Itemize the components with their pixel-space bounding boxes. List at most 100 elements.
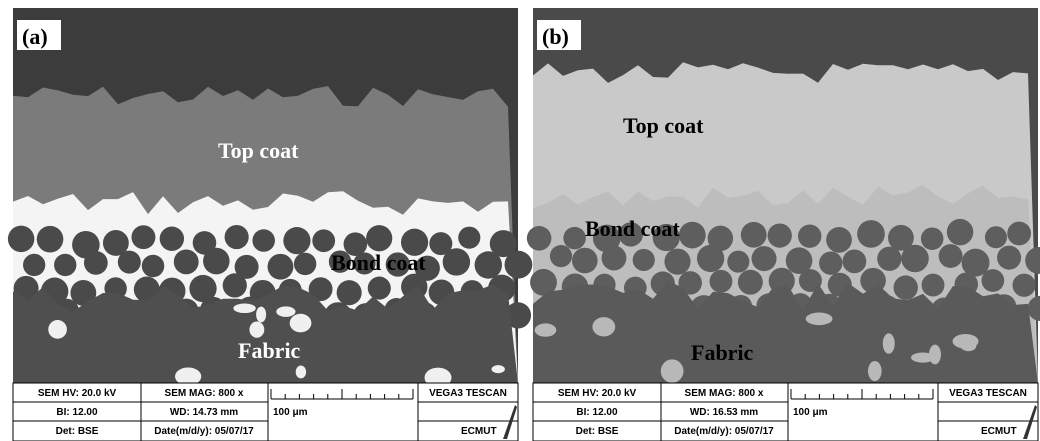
scale-label: 100 μm xyxy=(793,407,828,418)
fiber xyxy=(738,270,763,295)
fiber xyxy=(37,226,64,253)
fiber xyxy=(458,227,480,249)
fiber xyxy=(550,245,572,267)
bond-patch xyxy=(911,352,935,362)
fiber xyxy=(947,219,973,245)
panel-label: (a) xyxy=(22,24,48,49)
fiber xyxy=(505,251,533,279)
sem-panel: (a) Top coat Bond coat Fabric SEM HV: 20.0 k… xyxy=(8,8,532,441)
region-label: Fabric xyxy=(238,338,301,363)
fiber xyxy=(843,250,867,274)
bond-patch xyxy=(806,312,833,325)
info-text: SEM HV: 20.0 kV xyxy=(558,388,637,399)
fiber xyxy=(819,251,842,274)
bond-patch xyxy=(48,320,67,339)
region-label: Top coat xyxy=(623,113,704,138)
bond-patch xyxy=(492,365,505,373)
fiber xyxy=(527,226,552,251)
info-bar: SEM HV: 20.0 kV SEM MAG: 800 x VEGA3 TESCA… xyxy=(533,383,1038,441)
info-text: VEGA3 TESCAN xyxy=(949,388,1027,399)
fiber xyxy=(8,226,34,252)
bond-patch xyxy=(290,314,312,333)
fiber xyxy=(131,225,155,249)
info-text: Date(m/d/y): 05/07/17 xyxy=(154,426,254,437)
fiber xyxy=(857,220,885,248)
bond-patch xyxy=(535,323,557,336)
fiber xyxy=(572,248,598,274)
fiber xyxy=(768,223,792,247)
fiber xyxy=(894,275,918,299)
fiber xyxy=(752,246,777,271)
fiber xyxy=(826,227,852,253)
bond-patch xyxy=(256,307,266,323)
fiber xyxy=(727,251,749,273)
fiber xyxy=(84,251,108,275)
lab-text: ECMUT xyxy=(981,426,1017,437)
scale-label: 100 μm xyxy=(273,407,308,418)
fiber xyxy=(225,225,249,249)
bond-patch xyxy=(883,333,895,353)
bond-patch xyxy=(868,361,882,381)
fiber xyxy=(922,274,945,297)
info-text: Det: BSE xyxy=(56,426,99,437)
fiber xyxy=(1013,274,1036,297)
info-text: WD: 16.53 mm xyxy=(690,407,758,418)
fiber xyxy=(664,249,690,275)
fiber xyxy=(23,254,45,276)
bond-patch xyxy=(249,321,264,337)
info-text: SEM MAG: 800 x xyxy=(685,388,764,399)
fiber xyxy=(312,229,335,252)
fiber xyxy=(142,255,165,278)
bond-patch xyxy=(592,317,615,336)
info-text: Date(m/d/y): 05/07/17 xyxy=(674,426,774,437)
fiber xyxy=(118,251,141,274)
bond-patch xyxy=(661,359,684,382)
bond-patch xyxy=(276,306,295,317)
fiber xyxy=(54,254,76,276)
fiber xyxy=(223,273,247,297)
info-text: SEM MAG: 800 x xyxy=(165,388,244,399)
info-text: VEGA3 TESCAN xyxy=(429,388,507,399)
fiber xyxy=(602,246,627,271)
fiber xyxy=(679,222,706,249)
fiber xyxy=(366,225,392,251)
fiber xyxy=(939,244,963,268)
fiber xyxy=(160,227,184,251)
fiber xyxy=(174,249,199,274)
fiber xyxy=(921,227,944,250)
region-label: Top coat xyxy=(218,138,299,163)
fiber xyxy=(294,253,316,275)
fiber xyxy=(901,245,929,273)
fiber xyxy=(203,248,230,275)
region-label: Bond coat xyxy=(331,250,426,275)
figure: (a) Top coat Bond coat Fabric SEM HV: 20.0 k… xyxy=(0,0,1040,441)
fiber xyxy=(709,270,732,293)
fiber xyxy=(368,277,391,300)
fiber xyxy=(563,227,586,250)
fiber xyxy=(741,222,767,248)
fiber xyxy=(633,249,655,271)
region-label: Fabric xyxy=(691,340,754,365)
panel-label: (b) xyxy=(542,24,569,49)
fiber xyxy=(443,248,470,275)
bond-patch xyxy=(296,365,306,378)
fiber xyxy=(997,246,1021,270)
fiber xyxy=(1007,222,1031,246)
fiber xyxy=(283,227,310,254)
fiber xyxy=(337,280,362,305)
lab-text: ECMUT xyxy=(461,426,497,437)
info-text: BI: 12.00 xyxy=(576,407,618,418)
fiber xyxy=(981,269,1004,292)
region-label: Bond coat xyxy=(585,216,680,241)
info-text: BI: 12.00 xyxy=(56,407,98,418)
fiber xyxy=(798,224,821,247)
fiber xyxy=(252,229,275,252)
fiber xyxy=(268,254,294,280)
fiber xyxy=(877,247,901,271)
fiber xyxy=(985,226,1007,248)
info-text: WD: 14.73 mm xyxy=(170,407,238,418)
info-text: Det: BSE xyxy=(576,426,619,437)
bond-patch xyxy=(953,334,979,349)
info-text: SEM HV: 20.0 kV xyxy=(38,388,117,399)
info-bar: SEM HV: 20.0 kV SEM MAG: 800 x VEGA3 TESCA… xyxy=(13,383,518,441)
